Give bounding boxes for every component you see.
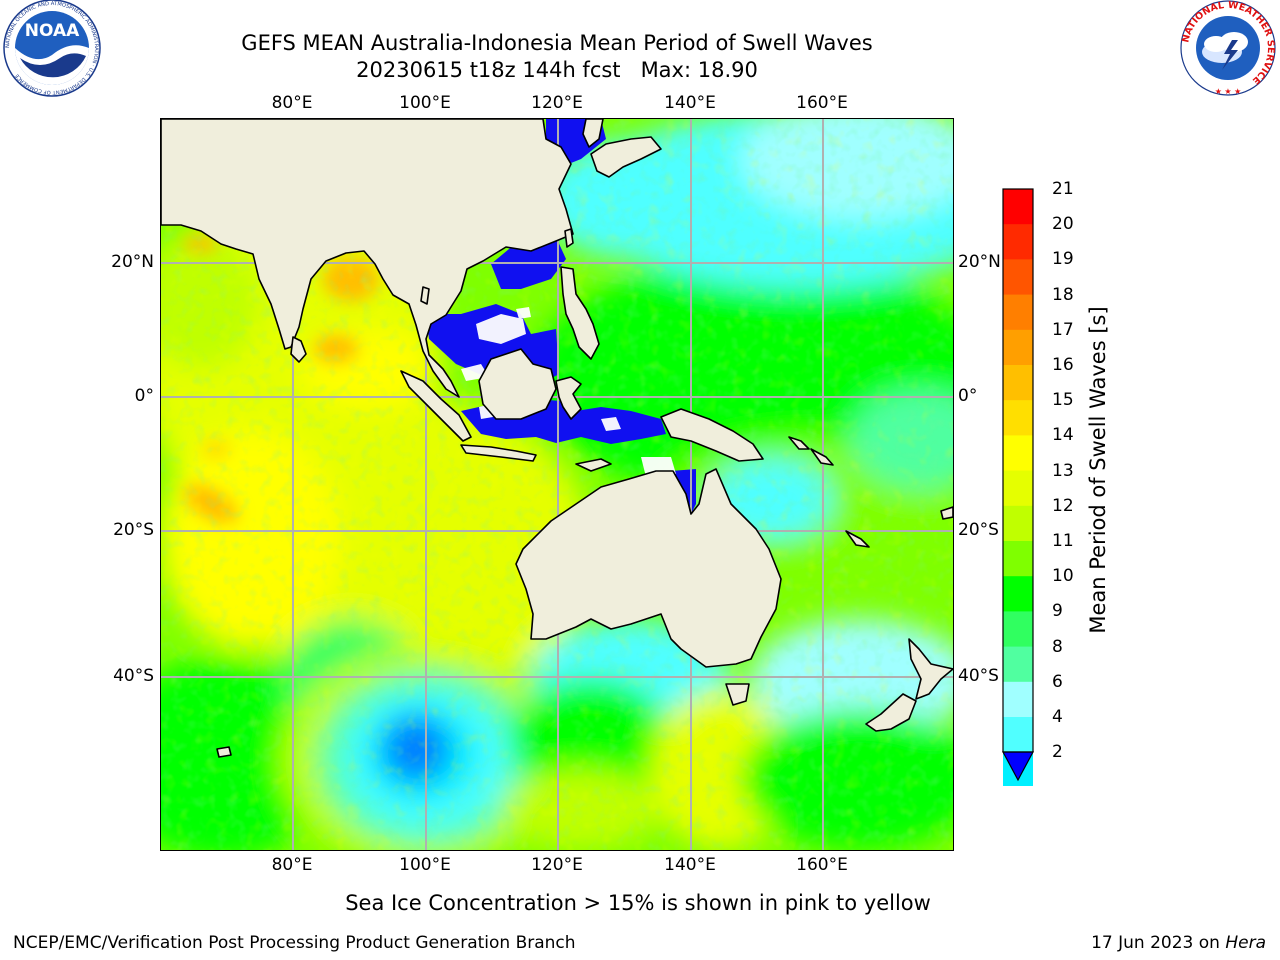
colorbar-tick-label: 17 — [1052, 319, 1074, 340]
colorbar-tick-label: 12 — [1052, 495, 1074, 516]
lon-tick-bottom: 160°E — [796, 855, 848, 875]
lon-tick-bottom: 140°E — [664, 855, 716, 875]
colorbar-tick-label: 8 — [1052, 636, 1063, 657]
colorbar-tick-label: 6 — [1052, 671, 1063, 692]
lat-tick-left: 0° — [134, 386, 154, 406]
land-tasmania — [725, 683, 750, 706]
land-andaman — [420, 286, 430, 305]
colorbar-band — [1003, 329, 1033, 366]
lat-tick-right: 20°S — [958, 520, 999, 540]
colorbar-tick-label: 11 — [1052, 531, 1074, 551]
colorbar-band — [1003, 189, 1033, 225]
swell-period-field — [161, 119, 953, 850]
colorbar-band — [1003, 365, 1033, 401]
lon-tick-top: 100°E — [399, 93, 451, 113]
footer-machine: Hera — [1225, 933, 1266, 953]
lat-tick-right: 20°N — [958, 252, 1001, 272]
colorbar-band — [1003, 576, 1033, 612]
land-new-guinea — [660, 408, 764, 462]
land-sri-lanka — [290, 336, 307, 363]
landmasses — [161, 119, 953, 758]
colorbar-outline — [1002, 188, 1034, 753]
colorbar-band — [1003, 505, 1033, 542]
land-new-caledonia — [845, 530, 870, 548]
noaa-wordmark: NOAA — [25, 21, 80, 41]
land-australia — [515, 468, 782, 668]
colorbar-tick-label: 21 — [1052, 179, 1074, 199]
colorbar-tick-label: 4 — [1052, 707, 1063, 727]
colorbar-tick-label: 20 — [1052, 214, 1074, 235]
colorbar-tick-label: 19 — [1052, 249, 1074, 270]
map-subtitle: 20230615 t18z 144h fcst Max: 18.90 — [356, 58, 758, 82]
lon-tick-top: 140°E — [664, 93, 716, 113]
land-new-zealand-north — [908, 638, 953, 700]
colorbar-tick-label: 10 — [1052, 566, 1074, 587]
land-sulawesi — [555, 376, 582, 420]
colorbar-band — [1003, 400, 1033, 436]
caption-text: Sea Ice Concentration > 15% is shown in … — [345, 891, 931, 915]
ice-free-holes — [461, 307, 676, 477]
sea-ice-caption: Sea Ice Concentration > 15% is shown in … — [158, 891, 1118, 915]
colorbar-band — [1003, 259, 1033, 296]
land-korea — [582, 119, 604, 148]
footer-branch: NCEP/EMC/Verification Post Processing Pr… — [13, 933, 576, 953]
lon-tick-top: 160°E — [796, 93, 848, 113]
lat-tick-left: 40°S — [113, 666, 154, 686]
land-philippines — [560, 266, 600, 360]
land-java — [460, 444, 537, 462]
lon-tick-top: 120°E — [531, 93, 583, 113]
colorbar-band — [1003, 611, 1033, 648]
lat-tick-right: 40°S — [958, 666, 999, 686]
colorbar-band — [1003, 294, 1033, 331]
land-japan — [590, 136, 662, 178]
footer-date-text: 17 Jun 2023 on — [1091, 933, 1220, 953]
colorbar-band — [1003, 646, 1033, 683]
land-borneo — [478, 348, 557, 420]
colorbar-tick-label: 15 — [1052, 390, 1074, 411]
colorbar-band — [1003, 541, 1033, 577]
lat-tick-left: 20°S — [113, 520, 154, 540]
lat-tick-left: 20°N — [111, 252, 154, 272]
marginal-seas-low-period — [426, 119, 696, 514]
colorbar-tick-label: 9 — [1052, 601, 1063, 622]
colorbar-band — [1003, 435, 1033, 472]
land-new-zealand-south — [865, 693, 917, 732]
svg-text:★ ★ ★: ★ ★ ★ — [1215, 87, 1242, 96]
footer-date: 17 Jun 2023 on Hera — [1091, 933, 1266, 953]
colorbar-tick-label: 2 — [1052, 742, 1063, 763]
lat-tick-right: 0° — [958, 386, 978, 406]
land-timor — [575, 458, 612, 472]
map-panel — [160, 118, 954, 851]
colorbar-tick-label: 18 — [1052, 284, 1074, 305]
colorbar-axis-label: Mean Period of Swell Waves [s] — [1086, 306, 1110, 634]
colorbar-band — [1003, 717, 1033, 753]
colorbar-bands — [1003, 189, 1033, 786]
land-small-island — [216, 746, 232, 758]
noaa-logo: NOAA NATIONAL OCEANIC AND ATMOSPHERIC AD… — [3, 0, 101, 97]
colorbar-band — [1003, 681, 1033, 718]
land-asia — [161, 119, 574, 398]
lon-tick-top: 80°E — [271, 93, 313, 113]
map-title: GEFS MEAN Australia-Indonesia Mean Perio… — [241, 31, 873, 55]
colorbar-tick-label: 13 — [1052, 460, 1074, 481]
colorbar-tick-label: 16 — [1052, 355, 1074, 375]
colorbar — [1001, 188, 1035, 786]
lon-tick-bottom: 80°E — [271, 855, 313, 875]
land-fiji — [940, 506, 953, 520]
land-taiwan — [564, 228, 574, 248]
land-sumatra — [400, 370, 472, 442]
colorbar-band — [1003, 470, 1033, 507]
land-solomons — [788, 436, 810, 450]
lon-tick-bottom: 120°E — [531, 855, 583, 875]
nws-logo: NATIONAL WEATHER SERVICE ★ ★ ★ — [1180, 0, 1276, 96]
colorbar-band — [1003, 224, 1033, 260]
land-solomons-2 — [810, 448, 834, 466]
colorbar-tick-label: 14 — [1052, 425, 1074, 446]
lon-tick-bottom: 100°E — [399, 855, 451, 875]
